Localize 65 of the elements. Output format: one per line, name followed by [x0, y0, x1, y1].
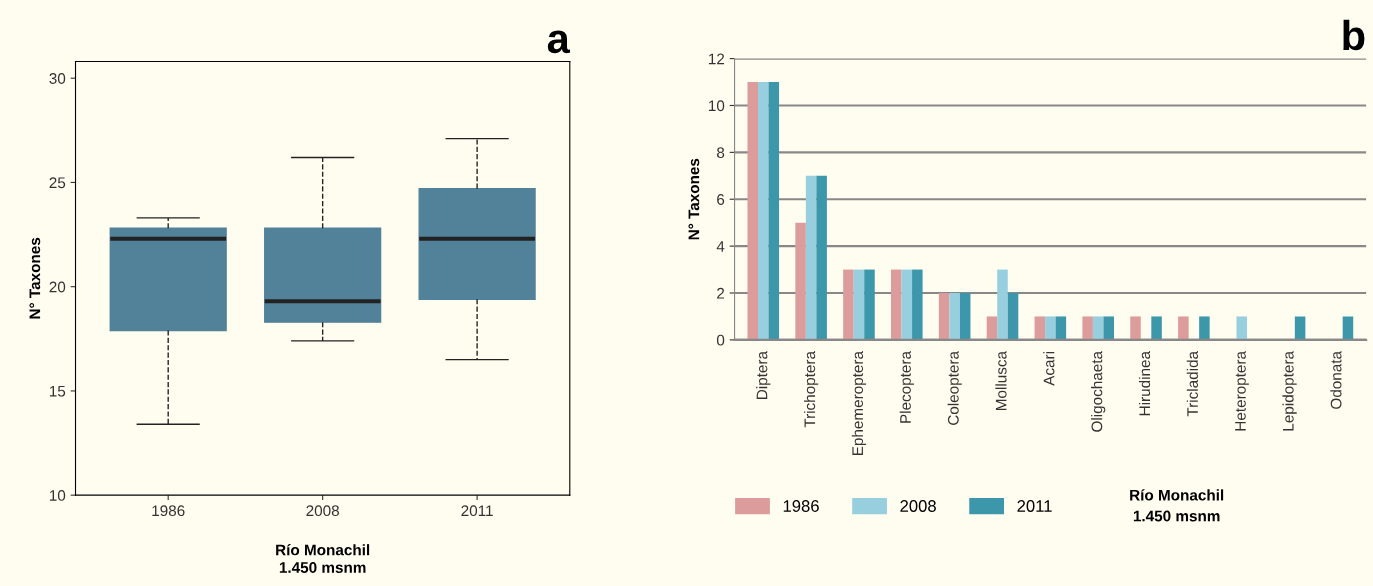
y-axis-title: N° Taxones — [688, 158, 700, 240]
y-tick-label: 10 — [49, 490, 66, 501]
bar — [1342, 316, 1354, 340]
bar — [795, 222, 806, 340]
y-tick-label: 0 — [716, 334, 725, 346]
bar — [1103, 316, 1114, 340]
bar — [1082, 316, 1093, 340]
bar — [912, 269, 923, 340]
x-tick-label: Tricladida — [1186, 350, 1198, 417]
x-tick-label: 1986 — [152, 505, 185, 517]
x-axis-title: Río Monachil 1.450 msnm — [1130, 489, 1224, 522]
y-tick-label: 10 — [709, 100, 725, 112]
bar — [891, 269, 902, 340]
x-tick-label: Diptera — [756, 350, 771, 399]
x-tick-label: 2008 — [306, 505, 339, 517]
bar — [853, 269, 865, 340]
bar — [1151, 316, 1162, 340]
bar — [949, 293, 960, 340]
bar — [1199, 316, 1210, 340]
x-tick-label: Heteroptera — [1235, 350, 1249, 431]
y-tick-label: 25 — [49, 177, 66, 189]
chart-title: b — [1343, 19, 1365, 51]
bar — [959, 293, 971, 340]
y-tick-label: 6 — [717, 194, 725, 205]
x-tick-label: Trichoptera — [803, 350, 819, 428]
x-tick-label: 2011 — [461, 505, 493, 517]
y-tick-label: 8 — [717, 147, 725, 159]
bar — [1236, 316, 1247, 340]
x-tick-label: Odonata — [1330, 350, 1342, 409]
x-tick-label: Oligochaeta — [1091, 350, 1106, 432]
x-tick-label: Ephemeroptera — [851, 350, 867, 456]
bar — [816, 175, 827, 340]
y-axis-title: N° Taxones — [29, 237, 41, 319]
bar — [758, 82, 769, 340]
bar — [1130, 316, 1141, 340]
x-axis-title: Río Monachil 1.450 msnm — [276, 544, 370, 573]
bar — [864, 269, 875, 340]
bar — [1092, 316, 1104, 340]
bar — [768, 82, 780, 340]
chart-title: a — [547, 30, 571, 54]
bar — [1178, 316, 1189, 340]
x-tick-label: Lepidoptera — [1282, 350, 1297, 431]
x-tick-label: Acari — [1043, 352, 1055, 386]
bar — [1007, 293, 1019, 340]
bar — [986, 316, 998, 340]
bar — [938, 293, 950, 340]
bar — [901, 269, 913, 340]
y-tick-label: 12 — [709, 53, 725, 65]
bar — [1045, 316, 1056, 340]
bar — [1294, 316, 1306, 340]
y-tick-label: 30 — [49, 73, 66, 84]
bar — [1055, 316, 1067, 340]
bar — [843, 269, 854, 340]
x-tick-label: Hirudinea — [1138, 350, 1151, 416]
y-tick-label: 20 — [49, 281, 66, 293]
x-tick-label: Coleoptera — [947, 350, 962, 425]
y-tick-label: 4 — [716, 241, 725, 252]
x-tick-label: Mollusca — [995, 350, 1007, 411]
x-tick-label: Plecoptera — [899, 350, 914, 423]
bar — [805, 175, 817, 340]
bar — [997, 269, 1008, 340]
y-tick-label: 2 — [717, 287, 725, 299]
bar — [747, 82, 758, 340]
bar — [1034, 316, 1046, 340]
y-tick-label: 15 — [49, 385, 66, 397]
